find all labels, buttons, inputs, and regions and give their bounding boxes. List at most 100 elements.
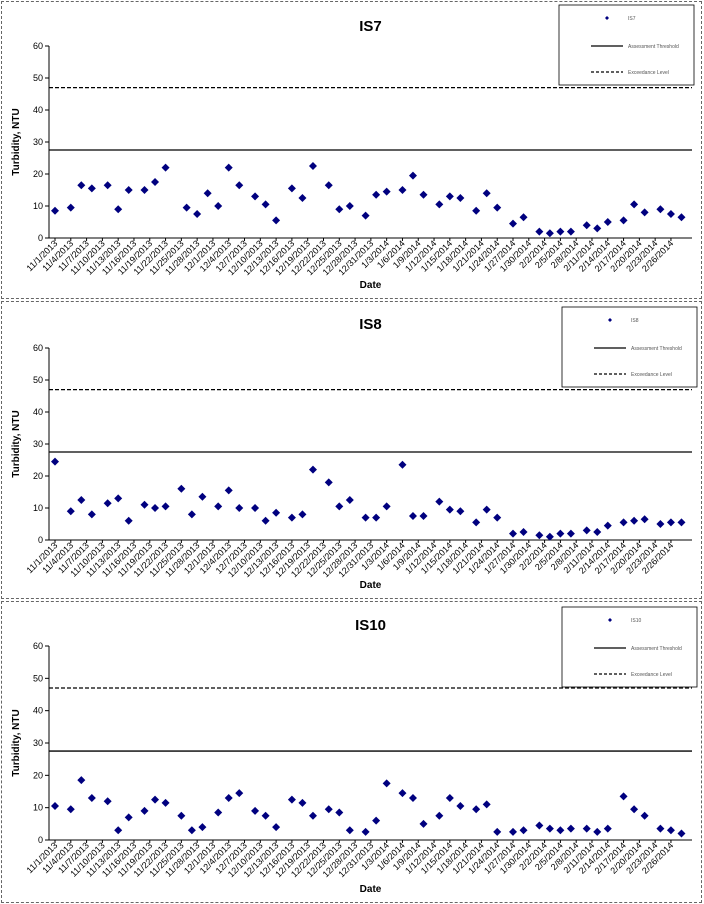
data-point [472, 518, 481, 527]
legend-box [558, 4, 695, 86]
data-point [556, 529, 565, 538]
legend-marker [605, 16, 609, 20]
legend-box [561, 306, 698, 388]
data-point [509, 219, 518, 228]
legend-label: Assessment Threshold [631, 346, 682, 352]
data-point [398, 789, 407, 798]
data-point [224, 486, 233, 495]
data-point [419, 190, 428, 199]
data-point [456, 194, 465, 202]
legend-marker [608, 618, 612, 622]
data-point [224, 793, 233, 802]
data-point [435, 200, 444, 209]
data-point [124, 813, 133, 822]
data-point [177, 811, 186, 820]
data-point [361, 211, 370, 220]
data-point [603, 521, 612, 530]
data-point [408, 171, 417, 180]
data-point [335, 502, 344, 511]
data-point [140, 500, 149, 509]
data-point [382, 779, 391, 788]
data-point [566, 529, 575, 538]
data-point [677, 829, 686, 838]
data-point [382, 502, 391, 511]
data-point [545, 229, 554, 238]
data-point [582, 221, 591, 230]
chart-title: IS8 [359, 316, 382, 333]
data-point [435, 811, 444, 820]
data-point [261, 200, 270, 209]
chart-panel-is10: IS10 0 10 20 30 40 50 60 Turbidity, NTU 11/1/2013… [1, 601, 702, 903]
data-point [214, 808, 223, 817]
y-tick-label: 20 [33, 471, 43, 481]
data-point [666, 518, 675, 527]
y-tick-label: 40 [33, 105, 43, 115]
data-point [140, 186, 149, 194]
y-axis-label: Turbidity, NTU [11, 108, 22, 175]
chart-panel-is7: IS7 0 10 20 30 40 50 60 Turbidity, NTU 11/1/2013 1… [1, 1, 702, 299]
legend-label: IS8 [631, 318, 639, 324]
data-point [482, 505, 491, 514]
data-point [193, 210, 202, 218]
data-point [87, 793, 96, 802]
data-point [203, 189, 212, 198]
data-point [177, 484, 186, 493]
data-point [187, 510, 196, 519]
data-point [619, 518, 628, 527]
data-point [640, 515, 649, 524]
data-point [656, 205, 665, 214]
data-point [666, 826, 675, 835]
data-point [124, 516, 133, 525]
legend-label: IS7 [628, 16, 636, 22]
data-point [161, 502, 170, 511]
data-point [345, 826, 354, 835]
data-point [666, 210, 675, 218]
data-point [324, 478, 333, 487]
data-point [251, 192, 260, 201]
data-point [519, 528, 528, 536]
y-tick-label: 30 [33, 439, 43, 449]
data-point [151, 178, 160, 186]
data-point [361, 513, 370, 522]
data-point [198, 823, 207, 832]
data-point [287, 513, 296, 522]
data-point [140, 806, 149, 815]
data-point [261, 811, 270, 820]
data-point [308, 811, 317, 820]
data-point [519, 826, 528, 835]
y-tick-label: 20 [33, 770, 43, 780]
data-point [566, 824, 575, 833]
data-point [677, 518, 686, 527]
data-point [382, 187, 391, 196]
data-point [298, 798, 307, 807]
y-axis-label: Turbidity, NTU [11, 410, 22, 477]
data-point [593, 528, 602, 536]
y-axis-label: Turbidity, NTU [11, 709, 22, 776]
data-point [509, 827, 518, 836]
data-point [519, 213, 528, 222]
data-point [630, 805, 639, 814]
legend-label: Assessment Threshold [628, 44, 679, 50]
data-point [103, 181, 112, 190]
data-point [582, 526, 591, 535]
data-point [272, 216, 281, 225]
data-point [456, 507, 465, 516]
y-tick-label: 0 [38, 835, 43, 845]
data-point [287, 184, 296, 193]
data-point [435, 497, 444, 506]
data-point [408, 793, 417, 802]
data-point [51, 206, 59, 215]
data-point [419, 512, 428, 520]
data-point [51, 802, 59, 811]
data-point [566, 227, 575, 236]
data-point [603, 218, 612, 226]
data-point [509, 529, 518, 538]
x-axis-label: Date [360, 580, 382, 591]
data-point [161, 798, 170, 807]
y-tick-label: 10 [33, 503, 43, 513]
data-point [251, 504, 260, 512]
data-point [87, 510, 96, 519]
data-point [472, 805, 481, 814]
